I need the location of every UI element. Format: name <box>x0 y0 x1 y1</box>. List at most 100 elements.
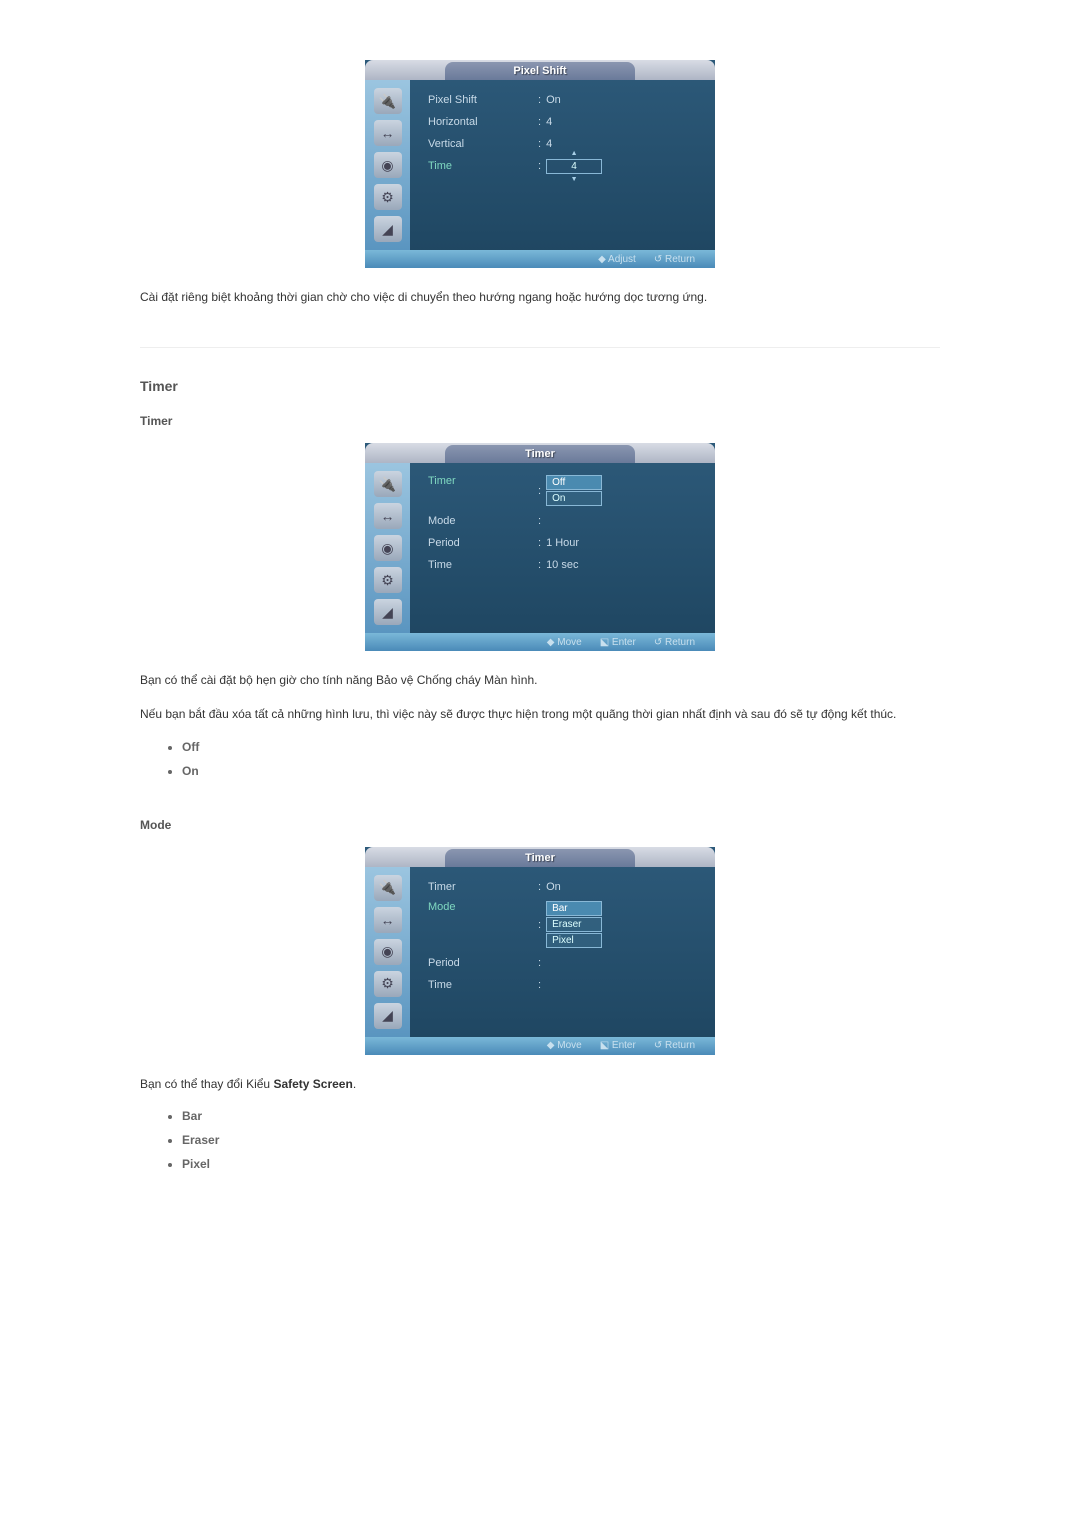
osd-row: Pixel Shift:On <box>428 92 697 108</box>
osd-label: Period <box>428 957 538 969</box>
osd-row: Mode: <box>428 513 697 529</box>
osd-value: :4 <box>538 138 697 150</box>
osd-footer: ◆ Move ⬕ Enter ↺ Return <box>365 633 715 651</box>
sidebar-icon[interactable]: ⚙ <box>374 567 402 593</box>
osd-label: Mode <box>428 515 538 527</box>
osd-value-text: 10 sec <box>546 559 578 571</box>
osd-value-text: 4 <box>546 116 552 128</box>
sidebar-icon[interactable]: ◉ <box>374 939 402 965</box>
osd-title: Timer <box>445 849 635 867</box>
osd-row: Time:4 <box>428 158 697 174</box>
osd-value-text: On <box>546 881 561 893</box>
footer-hint: ◆ Move <box>547 637 582 648</box>
osd-label: Pixel Shift <box>428 94 538 106</box>
section-timer: Timer 🔌 ↔ ◉ ⚙ ◢ Timer:OffOn Mode: Period:1 Hou… <box>140 443 940 777</box>
osd-value: :On <box>538 94 697 106</box>
osd-value: :4 <box>538 116 697 128</box>
sidebar-icon[interactable]: ◉ <box>374 535 402 561</box>
sidebar-icon[interactable]: 🔌 <box>374 88 402 114</box>
sidebar-icon[interactable]: ⚙ <box>374 184 402 210</box>
osd-timer: Timer 🔌 ↔ ◉ ⚙ ◢ Timer:OffOn Mode: Period:1 Hou… <box>365 443 715 651</box>
osd-select-option[interactable]: Eraser <box>546 917 602 932</box>
desc-mode-pre: Bạn có thể thay đổi Kiểu <box>140 1077 273 1091</box>
osd-row: Timer:OffOn <box>428 475 697 507</box>
section-mode: Timer 🔌↔◉⚙◢ Timer:OnMode:BarEraserPixelP… <box>140 847 940 1171</box>
subheading-timer: Timer <box>140 414 940 428</box>
osd-label: Horizontal <box>428 116 538 128</box>
osd-sidebar: 🔌 ↔ ◉ ⚙ ◢ <box>365 463 410 633</box>
footer-hint: ⬕ Enter <box>600 1040 636 1051</box>
osd-footer: ◆ Adjust ↺ Return <box>365 250 715 268</box>
sidebar-icon[interactable]: 🔌 <box>374 875 402 901</box>
osd-titlebar: Timer <box>365 443 715 463</box>
osd-value: :OffOn <box>538 475 697 507</box>
sidebar-icon[interactable]: ⚙ <box>374 971 402 997</box>
divider <box>140 347 940 348</box>
list-item: Pixel <box>182 1157 940 1171</box>
sidebar-icon[interactable]: ◢ <box>374 216 402 242</box>
sidebar-icon[interactable]: ↔ <box>374 503 402 529</box>
options-timer: Off On <box>182 740 940 778</box>
osd-row: Time:10 sec <box>428 557 697 573</box>
osd-row: Timer:On <box>428 879 697 895</box>
osd-label: Time <box>428 979 538 991</box>
footer-hint: ↺ Return <box>654 254 695 265</box>
osd-label: Time <box>428 559 538 571</box>
osd-value-text: On <box>546 94 561 106</box>
list-item: Bar <box>182 1109 940 1123</box>
osd-spinner[interactable]: 4 <box>546 159 602 174</box>
osd-value: : <box>538 957 697 969</box>
sidebar-icon[interactable]: ↔ <box>374 907 402 933</box>
sidebar-icon[interactable]: ◉ <box>374 152 402 178</box>
osd-titlebar: Pixel Shift <box>365 60 715 80</box>
osd-row: Mode:BarEraserPixel <box>428 901 697 949</box>
osd-value: :4 <box>538 159 697 174</box>
osd-footer: ◆ Move ⬕ Enter ↺ Return <box>365 1037 715 1055</box>
osd-title: Timer <box>445 445 635 463</box>
osd-value: : <box>538 979 697 991</box>
osd-select-option[interactable]: Off <box>546 475 602 490</box>
footer-hint: ↺ Return <box>654 1040 695 1051</box>
desc-mode: Bạn có thể thay đổi Kiểu Safety Screen. <box>140 1075 940 1094</box>
osd-label: Vertical <box>428 138 538 150</box>
desc-pixelshift: Cài đặt riêng biệt khoảng thời gian chờ … <box>140 288 940 307</box>
osd-row: Period: <box>428 955 697 971</box>
options-mode: Bar Eraser Pixel <box>182 1109 940 1171</box>
footer-hint: ↺ Return <box>654 637 695 648</box>
desc-mode-bold: Safety Screen <box>273 1077 352 1091</box>
osd-select-group[interactable]: OffOn <box>546 475 602 507</box>
list-item: On <box>182 764 940 778</box>
sidebar-icon[interactable]: ◢ <box>374 1003 402 1029</box>
heading-timer: Timer <box>140 378 940 394</box>
osd-row: Horizontal:4 <box>428 114 697 130</box>
osd-value: :10 sec <box>538 559 697 571</box>
osd-select-option[interactable]: Bar <box>546 901 602 916</box>
osd-select-option[interactable]: On <box>546 491 602 506</box>
desc-timer-1: Bạn có thể cài đặt bộ hẹn giờ cho tính n… <box>140 671 940 690</box>
osd-titlebar: Timer <box>365 847 715 867</box>
footer-hint: ⬕ Enter <box>600 637 636 648</box>
list-item: Off <box>182 740 940 754</box>
section-pixelshift: Pixel Shift 🔌↔◉⚙◢ Pixel Shift:OnHorizont… <box>140 60 940 307</box>
osd-row: Period:1 Hour <box>428 535 697 551</box>
sidebar-icon[interactable]: ↔ <box>374 120 402 146</box>
osd-value: :1 Hour <box>538 537 697 549</box>
osd-value-text: 1 Hour <box>546 537 579 549</box>
osd-row: Vertical:4 <box>428 136 697 152</box>
osd-label: Mode <box>428 901 538 913</box>
list-item: Eraser <box>182 1133 940 1147</box>
osd-select-group[interactable]: BarEraserPixel <box>546 901 602 949</box>
footer-hint: ◆ Move <box>547 1040 582 1051</box>
osd-mode: Timer 🔌↔◉⚙◢ Timer:OnMode:BarEraserPixelP… <box>365 847 715 1055</box>
osd-value: : <box>538 515 697 527</box>
osd-content: Timer:OffOnMode:Period:1 HourTime:10 sec <box>410 463 715 633</box>
osd-label: Time <box>428 160 538 172</box>
desc-timer-2: Nếu bạn bắt đầu xóa tất cả những hình lư… <box>140 705 940 724</box>
osd-content: Timer:OnMode:BarEraserPixelPeriod:Time: <box>410 867 715 1037</box>
footer-hint: ◆ Adjust <box>598 254 636 265</box>
osd-sidebar: 🔌 ↔ ◉ ⚙ ◢ <box>365 80 410 250</box>
sidebar-icon[interactable]: 🔌 <box>374 471 402 497</box>
sidebar-icon[interactable]: ◢ <box>374 599 402 625</box>
osd-select-option[interactable]: Pixel <box>546 933 602 948</box>
subheading-mode: Mode <box>140 818 940 832</box>
